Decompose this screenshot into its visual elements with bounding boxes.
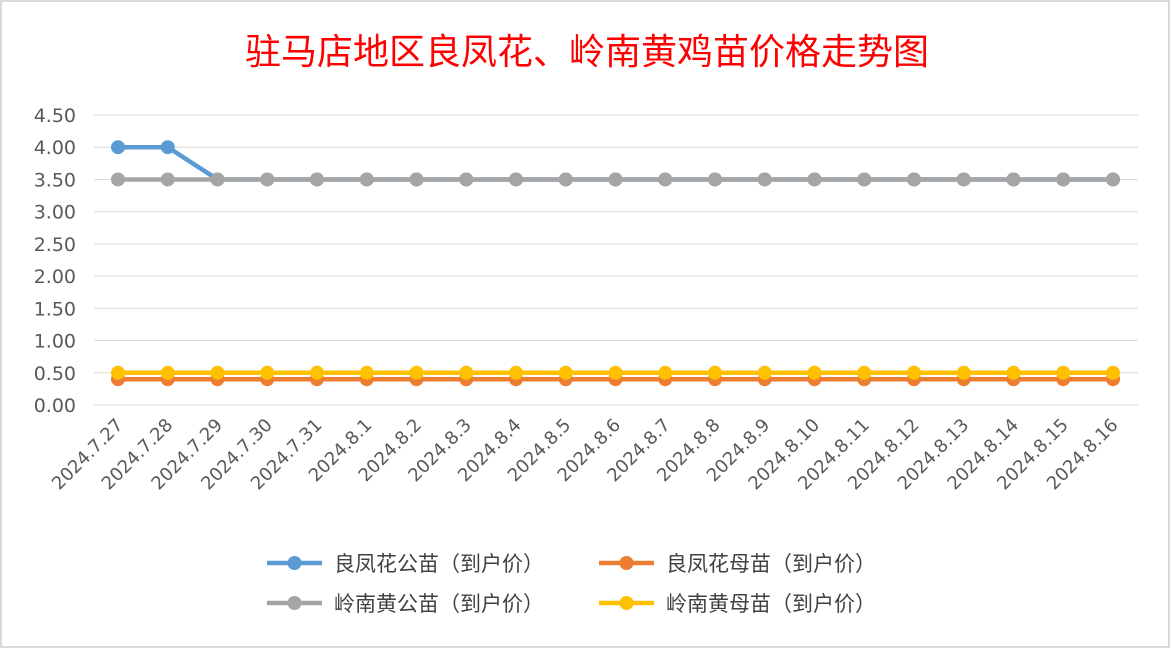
data-point [658,172,673,187]
data-point [260,365,275,380]
y-axis-ticks: 0.00 0.50 1.00 1.50 2.00 2.50 3.00 3.50 4.00 4.50 [34,105,76,417]
data-point [210,172,225,187]
data-point [310,172,324,187]
data-point [1056,172,1071,187]
data-point [1106,365,1120,380]
legend-item: 良凤花母苗（到户价） [599,552,876,576]
data-point [608,172,623,187]
series-3 [111,365,1120,380]
data-point [459,172,474,187]
x-axis-ticks: 2024.7.272024.7.282024.7.292024.7.302024… [48,415,1123,495]
data-point [907,365,921,380]
legend-swatch-marker [287,556,302,570]
y-tick-label: 1.50 [34,298,76,320]
legend-swatch-marker [619,596,634,610]
legend-item: 岭南黄公苗（到户价） [267,592,544,616]
y-tick-label: 3.50 [34,169,76,191]
y-tick-label: 0.00 [34,395,76,417]
gridlines [94,114,1138,406]
data-point [160,365,175,380]
data-point [956,172,971,187]
data-point [1056,365,1071,380]
data-point [757,172,772,187]
data-point [111,365,125,380]
data-point [409,172,424,187]
series-2 [111,172,1120,187]
data-point [260,172,275,187]
data-point [310,365,324,380]
y-tick-label: 3.00 [34,202,76,224]
data-point [409,365,424,380]
y-tick-label: 1.00 [34,331,76,353]
data-point [907,172,921,187]
y-tick-label: 2.50 [34,234,76,256]
data-point [807,172,822,187]
data-point [708,365,722,380]
data-point [160,172,175,187]
data-point [111,172,125,187]
data-point [558,172,573,187]
data-point [359,172,374,187]
legend-label: 良凤花母苗（到户价） [666,552,876,576]
legend-item: 良凤花公苗（到户价） [267,552,544,576]
data-point [757,365,772,380]
data-point [111,140,125,155]
y-tick-label: 2.00 [34,266,76,288]
data-point [459,365,474,380]
data-point [658,365,673,380]
data-point [1106,172,1120,187]
data-point [509,365,523,380]
data-point [558,365,573,380]
data-point [857,172,872,187]
data-point [160,140,175,155]
data-point [708,172,722,187]
data-point [359,365,374,380]
data-point [210,365,225,380]
data-point [807,365,822,380]
legend-label: 岭南黄公苗（到户价） [334,592,544,616]
data-point [1006,172,1021,187]
y-tick-label: 4.50 [34,105,76,127]
y-tick-label: 0.50 [34,363,76,385]
data-point [608,365,623,380]
data-point [509,172,523,187]
y-tick-label: 4.00 [34,137,76,159]
legend-item: 岭南黄母苗（到户价） [599,592,876,616]
chart-title: 驻马店地区良凤花、岭南黄鸡苗价格走势图 [245,32,929,73]
legend-label: 岭南黄母苗（到户价） [666,592,876,616]
series-layer [111,140,1120,387]
legend-swatch-marker [287,596,302,610]
data-point [1006,365,1021,380]
legend-swatch-marker [619,556,634,570]
legend-label: 良凤花公苗（到户价） [334,552,544,576]
data-point [956,365,971,380]
legend: 良凤花公苗（到户价） 良凤花母苗（到户价） 岭南黄公苗（到户价） 岭南黄母苗（到户价） [267,552,876,616]
data-point [857,365,872,380]
